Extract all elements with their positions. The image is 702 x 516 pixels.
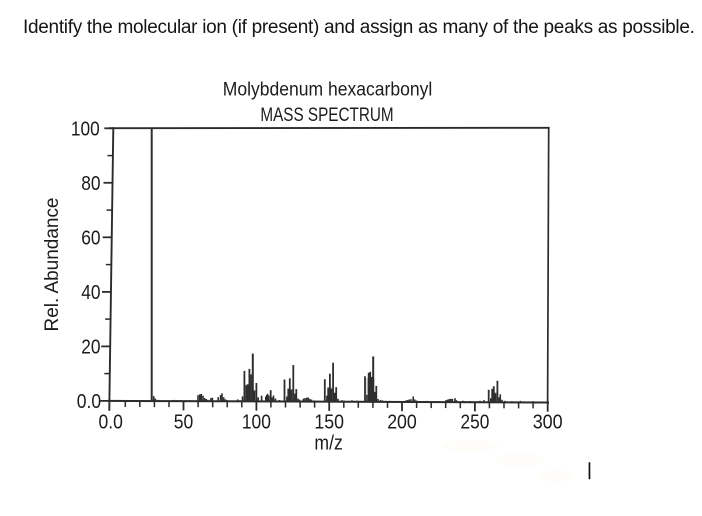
svg-text:40: 40 bbox=[81, 281, 100, 304]
svg-text:50: 50 bbox=[174, 411, 194, 434]
svg-text:Molybdenum hexacarbonyl: Molybdenum hexacarbonyl bbox=[223, 80, 433, 101]
svg-text:200: 200 bbox=[387, 411, 417, 434]
svg-text:60: 60 bbox=[81, 226, 100, 249]
svg-text:300: 300 bbox=[533, 411, 563, 434]
svg-text:Rel. Abundance: Rel. Abundance bbox=[42, 198, 63, 332]
svg-text:150: 150 bbox=[314, 411, 344, 434]
svg-text:100: 100 bbox=[71, 117, 100, 140]
svg-text:MASS SPECTRUM: MASS SPECTRUM bbox=[260, 104, 393, 126]
svg-text:80: 80 bbox=[81, 172, 100, 195]
svg-text:250: 250 bbox=[461, 411, 490, 434]
svg-text:100: 100 bbox=[242, 411, 271, 434]
svg-text:0.0: 0.0 bbox=[99, 411, 123, 434]
svg-text:0.0: 0.0 bbox=[77, 390, 101, 413]
svg-text:20: 20 bbox=[81, 336, 100, 359]
svg-text:m/z: m/z bbox=[314, 433, 342, 455]
